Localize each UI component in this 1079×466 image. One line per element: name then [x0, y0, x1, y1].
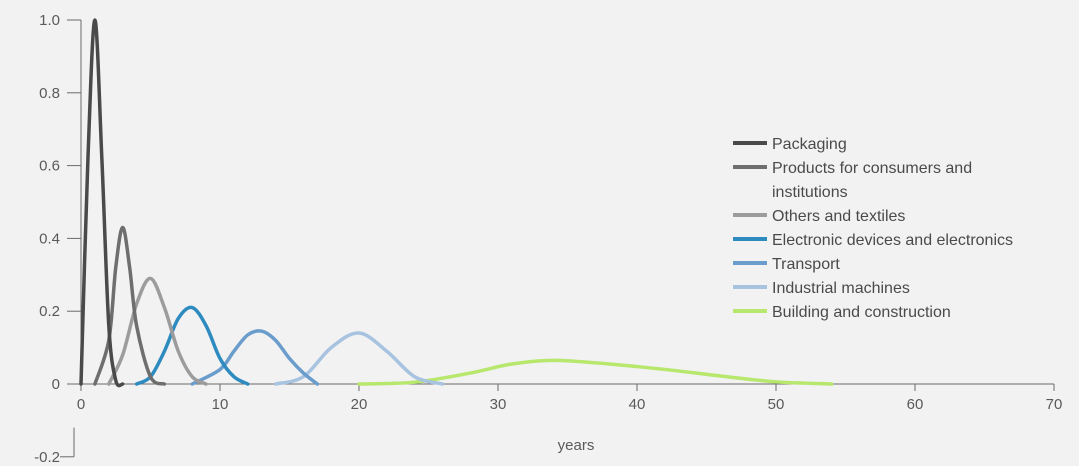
- x-tick: 40: [629, 384, 646, 413]
- legend-label: institutions: [772, 184, 848, 201]
- series-line: [79, 18, 125, 388]
- legend-label: Others and textiles: [772, 208, 905, 225]
- y-tick-label: -0.2: [34, 449, 60, 466]
- series-layer: [79, 18, 834, 388]
- y-tick-label: 1.0: [39, 12, 60, 29]
- y-tick-label: 0.8: [39, 85, 60, 102]
- series-line: [357, 358, 834, 386]
- x-tick-label: 30: [490, 396, 507, 413]
- legend-label: Transport: [772, 256, 840, 273]
- y-tick-label: 0.2: [39, 303, 60, 320]
- series-line: [134, 305, 250, 386]
- series-line: [273, 331, 445, 386]
- legend-entry: Building and construction: [733, 304, 951, 321]
- x-tick-label: 0: [77, 396, 85, 413]
- y-tick-label: 0.4: [39, 230, 60, 247]
- legend-entry: Products for consumers and institutions: [733, 160, 972, 201]
- y-tick: -0.2: [34, 449, 74, 466]
- legend-entry: Industrial machines: [733, 280, 910, 297]
- y-tick: 0.2: [39, 303, 81, 320]
- x-axis-title: years: [558, 437, 595, 454]
- x-tick: 70: [1046, 384, 1063, 413]
- x-tick-label: 60: [907, 396, 924, 413]
- legend-label: Electronic devices and electronics: [772, 232, 1013, 249]
- x-tick-label: 70: [1046, 396, 1063, 413]
- x-tick: 10: [212, 384, 229, 413]
- y-tick: 1.0: [39, 12, 81, 29]
- y-tick-label: 0: [52, 376, 60, 393]
- legend-label: Industrial machines: [772, 280, 910, 297]
- x-tick-label: 10: [212, 396, 229, 413]
- y-tick: 0.4: [39, 230, 81, 247]
- x-tick: 50: [768, 384, 785, 413]
- series-line: [107, 276, 208, 386]
- y-tick: 0.6: [39, 158, 81, 175]
- x-ticks: 0 10 20 30 40 50 60 70: [77, 384, 1063, 413]
- y-tick-label: 0.6: [39, 158, 60, 175]
- x-tick: 30: [490, 384, 507, 413]
- legend-label: Building and construction: [772, 304, 951, 321]
- x-tick-label: 50: [768, 396, 785, 413]
- legend-entry: Others and textiles: [733, 208, 905, 225]
- legend-entry: Electronic devices and electronics: [733, 232, 1013, 249]
- legend-label: Packaging: [772, 136, 847, 153]
- x-tick: 0: [77, 384, 85, 413]
- y-tick: 0.8: [39, 85, 81, 102]
- legend-label: Products for consumers and: [772, 160, 972, 177]
- y-ticks: -0.2 0 0.2 0.4 0.6 0.8 1.0: [34, 12, 81, 466]
- legend-entry: Transport: [733, 256, 840, 273]
- legend-entry: Packaging: [733, 136, 847, 153]
- axes: [73, 20, 1054, 457]
- x-tick: 20: [351, 384, 368, 413]
- legend: Packaging Products for consumers and insti…: [733, 136, 1013, 321]
- y-tick: 0: [52, 376, 81, 393]
- x-tick-label: 20: [351, 396, 368, 413]
- x-tick: 60: [907, 384, 924, 413]
- x-tick-label: 40: [629, 396, 646, 413]
